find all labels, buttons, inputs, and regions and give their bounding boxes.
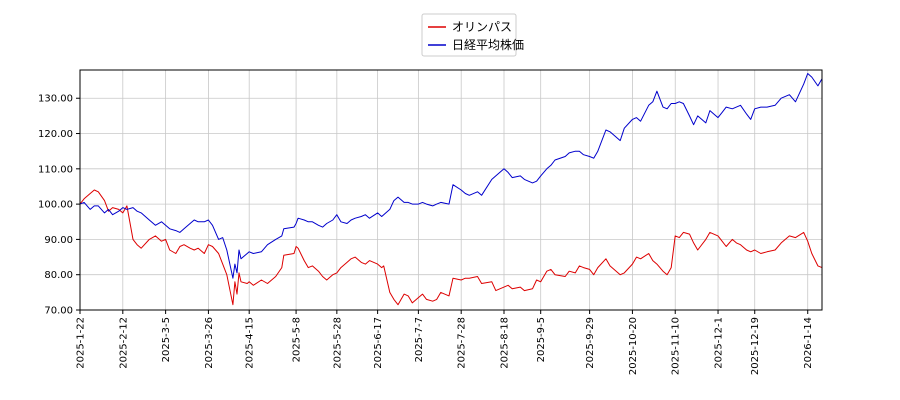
x-tick-label: 2025-2-12 — [118, 317, 129, 369]
y-tick-label: 70.00 — [44, 306, 73, 317]
x-axis: 2025-1-22 2025-2-12 2025-3-5 2025-3-26 2025-… — [76, 310, 814, 375]
grid — [79, 70, 822, 311]
y-tick-label: 80.00 — [44, 270, 73, 281]
x-tick-label: 2025-4-15 — [245, 317, 256, 369]
x-tick-label: 2025-1-22 — [76, 317, 87, 369]
x-tick-label: 2025-5-28 — [332, 317, 343, 369]
x-tick-label: 2025-3-26 — [204, 317, 215, 369]
x-tick-label: 2025-8-18 — [500, 317, 511, 369]
y-axis: 70.00 80.00 90.00 100.00 110.00 120.00 130.00 — [38, 94, 80, 317]
x-tick-label: 2025-9-29 — [585, 317, 596, 369]
x-tick-label: 2025-11-10 — [671, 317, 682, 375]
series-line-1 — [79, 73, 823, 279]
y-tick-label: 130.00 — [38, 94, 73, 105]
y-tick-label: 90.00 — [44, 235, 73, 246]
plot-frame — [79, 69, 823, 311]
x-tick-label: 2025-5-8 — [292, 317, 303, 362]
x-tick-label: 2025-9-5 — [536, 317, 547, 362]
y-tick-label: 120.00 — [38, 129, 73, 140]
x-tick-label: 2025-12-1 — [714, 317, 725, 369]
legend-label-1: 日経平均株価 — [452, 37, 524, 52]
x-tick-label: 2025-7-28 — [457, 317, 468, 369]
x-tick-label: 2025-6-17 — [373, 317, 384, 369]
x-tick-label: 2026-1-14 — [803, 317, 814, 369]
x-tick-label: 2025-7-7 — [414, 317, 425, 362]
x-tick-label: 2025-3-5 — [161, 317, 172, 362]
y-tick-label: 100.00 — [38, 200, 73, 211]
x-tick-label: 2025-12-19 — [750, 317, 761, 375]
series-layer — [79, 73, 823, 306]
legend-label-0: オリンパス — [452, 20, 512, 34]
series-line-0 — [79, 189, 823, 306]
y-tick-label: 110.00 — [38, 164, 73, 175]
x-tick-label: 2025-10-20 — [628, 317, 639, 375]
